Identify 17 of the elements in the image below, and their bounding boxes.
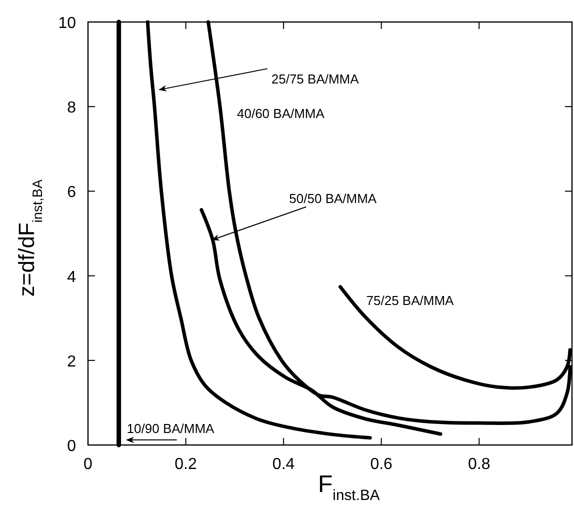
x-tick-label: 0.6 bbox=[370, 456, 393, 473]
x-tick-label: 0.2 bbox=[174, 456, 197, 473]
y-tick-label: 4 bbox=[67, 268, 76, 286]
x-axis-title: F$_{inst.BA}$ bbox=[318, 471, 380, 504]
annotation: 40/60 BA/MMA bbox=[237, 106, 325, 121]
x-tick-label: 0 bbox=[84, 456, 93, 473]
annotation: 50/50 BA/MMA bbox=[289, 190, 377, 206]
y-tick-label: 10 bbox=[58, 15, 76, 32]
x-tick-label: 0.8 bbox=[468, 456, 490, 473]
x-tick-label: 0.4 bbox=[272, 456, 295, 473]
annotation: 25/75 BA/MMA bbox=[271, 72, 360, 87]
y-tick-label: 6 bbox=[67, 184, 76, 202]
y-tick-label: 8 bbox=[67, 100, 76, 117]
y-tick-label: 0 bbox=[67, 438, 76, 455]
annotation: 75/25 BA/MMA bbox=[366, 292, 454, 308]
y-tick-label: 2 bbox=[67, 353, 76, 370]
annotation: 10/90 BA/MMA bbox=[126, 420, 215, 436]
